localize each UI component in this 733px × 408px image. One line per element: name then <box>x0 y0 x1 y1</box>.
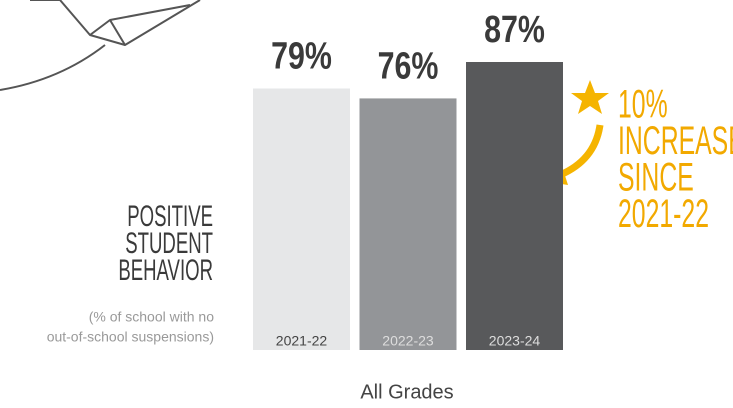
bar <box>253 88 350 350</box>
subtitle: (% of school with no <box>89 309 214 325</box>
category-label: 2021-22 <box>276 333 328 349</box>
value-label: 79% <box>271 35 332 77</box>
value-label: 87% <box>484 9 545 51</box>
category-label: 2022-23 <box>382 333 434 349</box>
y-axis-label: BEHAVIOR <box>118 253 213 287</box>
annotation: 2021-22 <box>618 192 709 236</box>
x-axis-label: All Grades <box>360 381 453 403</box>
paper-airplane <box>0 0 200 90</box>
subtitle: out-of-school suspensions) <box>47 329 214 345</box>
chart: POSITIVESTUDENTBEHAVIOR 10%INCREASESINCE… <box>0 0 733 408</box>
bar <box>466 62 563 350</box>
bar <box>360 98 457 350</box>
category-label: 2023-24 <box>489 333 541 349</box>
value-label: 76% <box>378 45 439 87</box>
